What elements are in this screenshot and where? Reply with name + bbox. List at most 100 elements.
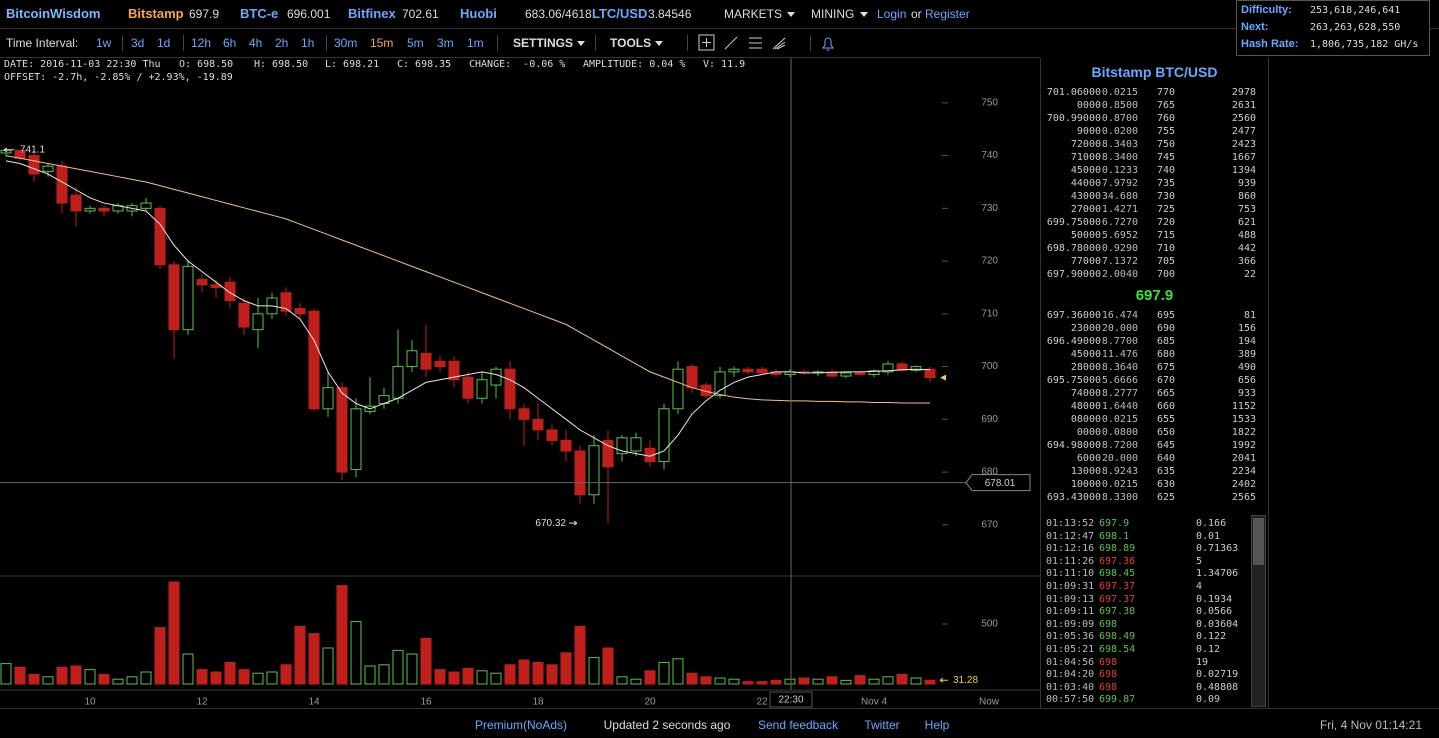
volume-bar <box>490 672 502 685</box>
book-price: 08000 <box>1070 414 1101 425</box>
volume-bar <box>0 663 12 685</box>
brand[interactable]: BitcoinWisdom <box>6 6 101 21</box>
trade-amount: 0.48808 <box>1196 681 1239 693</box>
volume-bar <box>742 681 754 685</box>
ticker-name[interactable]: BTC-e <box>240 6 279 21</box>
trade-price: 698 <box>1099 618 1118 630</box>
tools-menu[interactable]: TOOLS <box>610 36 652 50</box>
book-amount: 0.9290 <box>1101 243 1138 254</box>
menu[interactable]: MARKETS <box>724 7 783 21</box>
interval-button[interactable]: 6h <box>223 36 237 50</box>
book-price: 700.99000 <box>1046 113 1101 124</box>
interval-button[interactable]: 1w <box>96 36 112 50</box>
book-amount: 5.6666 <box>1101 375 1138 386</box>
book-level: 695 <box>1157 310 1176 321</box>
footer-link[interactable]: Help <box>924 718 950 732</box>
candle-body <box>84 207 96 212</box>
footer-link[interactable]: Twitter <box>864 718 900 732</box>
footer-link[interactable]: Send feedback <box>757 718 839 732</box>
book-price: 13000 <box>1070 466 1101 477</box>
separator <box>183 35 184 51</box>
x-tick-label: 20 <box>644 697 656 708</box>
volume-bar <box>56 666 68 685</box>
menu[interactable]: MINING <box>811 7 855 21</box>
volume-last-label: 31.28 <box>953 675 978 686</box>
volume-tick-label: 500 <box>981 619 998 630</box>
volume-bar <box>784 678 796 685</box>
candle-body <box>560 439 572 452</box>
x-tick-label: 22 <box>756 697 768 708</box>
interval-button[interactable]: 3m <box>437 36 454 50</box>
interval-button[interactable]: 1m <box>467 36 484 50</box>
book-amount: 0.1233 <box>1101 165 1138 176</box>
candle-body <box>308 310 320 410</box>
interval-button[interactable]: 3d <box>131 36 145 50</box>
ticker-name[interactable]: LTC/USD <box>592 6 648 21</box>
interval-button[interactable]: 2h <box>275 36 289 50</box>
line-tool[interactable] <box>724 36 738 50</box>
settings-menu[interactable]: SETTINGS <box>513 36 574 50</box>
book-total: 1822 <box>1231 427 1256 438</box>
x-tick-label: 16 <box>420 697 432 708</box>
candle-body <box>182 265 194 331</box>
interval-button[interactable]: 4h <box>249 36 263 50</box>
interval-button[interactable]: 12h <box>191 36 212 50</box>
volume-bar <box>518 659 530 685</box>
candle-body <box>574 450 586 496</box>
volume-bar <box>252 672 264 685</box>
candle-body <box>602 439 614 468</box>
alert-bell[interactable] <box>822 37 834 51</box>
ticker-price: 3.84546 <box>648 7 692 21</box>
candle-body <box>196 279 208 286</box>
ticker-price: 702.61 <box>402 7 439 21</box>
stat-label: Difficulty: <box>1241 4 1292 16</box>
candle-body <box>336 387 348 473</box>
login-link[interactable]: Login <box>877 7 907 21</box>
ticker-name[interactable]: Huobi <box>460 6 497 21</box>
hline-tool[interactable] <box>749 37 762 49</box>
toolbar: Time Interval: 1w 3d 1d 12h 6h 4h 2h 1h 30m 15m 5m 3… <box>0 29 1040 58</box>
candle-body <box>56 165 68 204</box>
book-price: 0000 <box>1076 100 1101 111</box>
volume-bar <box>462 667 474 685</box>
info-field: CHANGE: -0.06 % <box>469 59 566 70</box>
crosshair-tool[interactable] <box>698 34 715 51</box>
volume-bar <box>476 670 488 685</box>
ticker-name[interactable]: Bitstamp <box>128 6 184 21</box>
scroll-thumb[interactable] <box>1253 518 1264 565</box>
volume-bar <box>658 661 670 685</box>
book-price: 44000 <box>1070 178 1101 189</box>
interval-button[interactable]: 1d <box>157 36 171 50</box>
candle-body <box>910 366 922 371</box>
book-total: 933 <box>1237 388 1256 399</box>
volume-bar <box>168 581 180 685</box>
volume-bar <box>42 676 54 685</box>
candle-body <box>294 308 306 315</box>
interval-button[interactable]: 1h <box>301 36 315 50</box>
book-total: 156 <box>1237 323 1256 334</box>
book-price: 699.75000 <box>1046 217 1101 228</box>
trade-time: 01:09:09 <box>1046 618 1095 630</box>
book-total: 939 <box>1237 178 1256 189</box>
volume-bar <box>728 678 740 685</box>
volume-bar <box>826 676 838 685</box>
moving-average <box>5 160 931 457</box>
book-amount: 0.0215 <box>1101 87 1138 98</box>
volume-bar <box>126 676 138 685</box>
candle-body <box>154 207 166 266</box>
volume-bar <box>70 665 82 685</box>
y-tick-label: 670 <box>981 519 998 530</box>
volume-bar <box>924 679 936 685</box>
book-amount: 8.3640 <box>1101 362 1138 373</box>
interval-button[interactable]: 30m <box>334 36 358 50</box>
footer-link[interactable]: Premium(NoAds) <box>474 718 568 732</box>
volume-bar <box>602 647 614 685</box>
book-total: 442 <box>1237 243 1256 254</box>
separator <box>122 35 123 51</box>
stat-value: 253,618,246,641 <box>1310 5 1401 16</box>
ticker-name[interactable]: Bitfinex <box>348 6 396 21</box>
fib-tool[interactable] <box>772 37 786 50</box>
interval-button[interactable]: 5m <box>407 36 424 50</box>
register-link[interactable]: Register <box>925 7 970 21</box>
interval-button[interactable]: 15m <box>370 36 394 50</box>
